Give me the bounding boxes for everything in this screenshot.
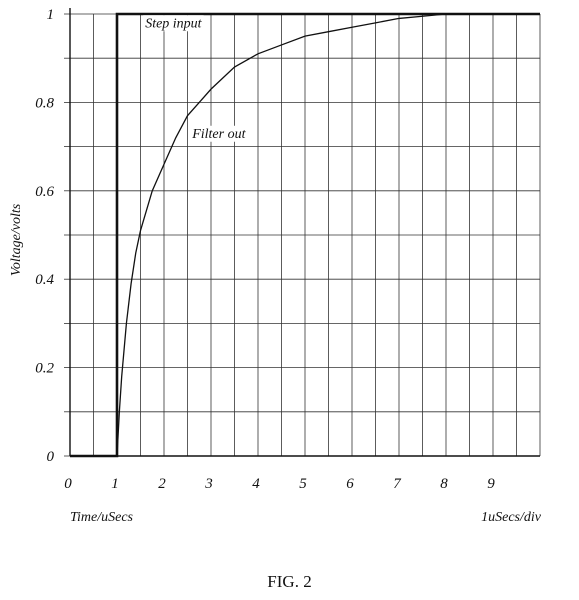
- x-tick-label: 5: [299, 476, 307, 492]
- y-tick-label: 0.8: [35, 95, 54, 111]
- filter-out-annotation: Filter out: [191, 127, 246, 142]
- annotation-background: [143, 15, 204, 32]
- chart-series: [70, 12, 540, 458]
- x-tick-label: 8: [440, 476, 448, 492]
- filter-out-line: [116, 13, 540, 457]
- x-tick-labels: 0 1 2 3 4 5 6 7 8 9: [64, 476, 495, 492]
- x-tick-label: 2: [158, 476, 166, 492]
- x-tick-label: 4: [252, 476, 260, 492]
- x-scale-note: 1uSecs/div: [481, 510, 542, 525]
- step-input-line: [70, 12, 540, 458]
- x-tick-label: 1: [111, 476, 119, 492]
- figure-caption: FIG. 2: [267, 572, 312, 591]
- y-tick-label: 0.6: [35, 184, 54, 200]
- annotation-background: [190, 125, 248, 142]
- y-tick-label: 0: [47, 449, 55, 465]
- chart-annotations: Step input Filter out: [143, 15, 248, 142]
- y-axis-label: Voltage/volts: [9, 203, 24, 276]
- y-tick-labels: 0 0.2 0.4 0.6 0.8 1: [35, 7, 54, 465]
- x-tick-label: 0: [64, 476, 72, 492]
- x-tick-label: 9: [487, 476, 495, 492]
- y-tick-label: 0.4: [35, 272, 54, 288]
- chart-grid: [64, 8, 541, 457]
- y-tick-label: 1: [47, 7, 55, 23]
- y-tick-label: 0.2: [35, 361, 54, 377]
- x-tick-label: 3: [204, 476, 213, 492]
- step-input-annotation: Step input: [145, 16, 202, 31]
- x-tick-label: 6: [346, 476, 354, 492]
- x-tick-label: 7: [393, 476, 402, 492]
- x-axis-label: Time/uSecs: [70, 510, 134, 525]
